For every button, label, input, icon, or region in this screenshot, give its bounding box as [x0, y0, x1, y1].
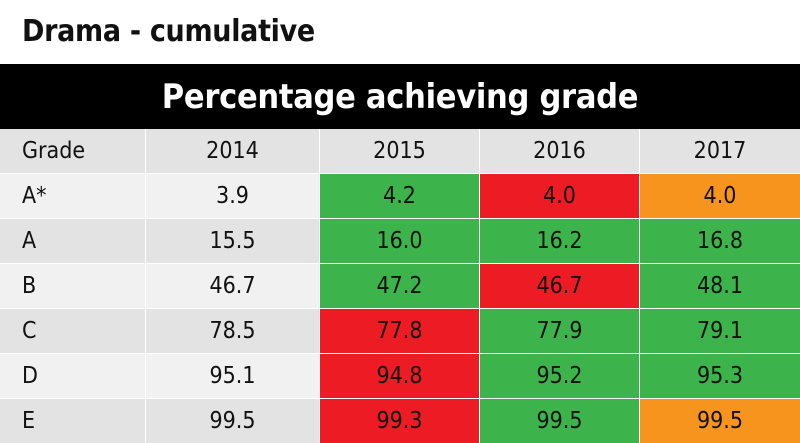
value-cell: 16.2: [480, 219, 640, 263]
value-cell: 46.7: [480, 264, 640, 308]
grade-label: A: [0, 219, 146, 263]
page-title: Drama - cumulative: [22, 14, 315, 49]
value-cell: 95.1: [146, 354, 320, 398]
value-cell: 4.0: [480, 174, 640, 218]
grade-label: E: [0, 399, 146, 443]
table-row: A* 3.9 4.2 4.0 4.0: [0, 174, 800, 219]
value-cell: 16.0: [320, 219, 480, 263]
header-2017: 2017: [640, 129, 800, 173]
value-cell: 47.2: [320, 264, 480, 308]
header-grade: Grade: [0, 129, 146, 173]
value-cell: 79.1: [640, 309, 800, 353]
value-cell: 77.9: [480, 309, 640, 353]
value-cell: 77.8: [320, 309, 480, 353]
table-row: D 95.1 94.8 95.2 95.3: [0, 354, 800, 399]
grade-label: C: [0, 309, 146, 353]
table-row: C 78.5 77.8 77.9 79.1: [0, 309, 800, 354]
header-2014: 2014: [146, 129, 320, 173]
grade-label: A*: [0, 174, 146, 218]
table-header-row: Grade 2014 2015 2016 2017: [0, 129, 800, 174]
table-row: B 46.7 47.2 46.7 48.1: [0, 264, 800, 309]
value-cell: 46.7: [146, 264, 320, 308]
grade-label: D: [0, 354, 146, 398]
header-2016: 2016: [480, 129, 640, 173]
value-cell: 99.3: [320, 399, 480, 443]
value-cell: 99.5: [480, 399, 640, 443]
header-2015: 2015: [320, 129, 480, 173]
value-cell: 95.3: [640, 354, 800, 398]
value-cell: 94.8: [320, 354, 480, 398]
value-cell: 95.2: [480, 354, 640, 398]
grade-label: B: [0, 264, 146, 308]
table-row: A 15.5 16.0 16.2 16.8: [0, 219, 800, 264]
value-cell: 3.9: [146, 174, 320, 218]
table-banner: Percentage achieving grade: [0, 64, 800, 129]
grade-table: Grade 2014 2015 2016 2017 A* 3.9 4.2 4.0…: [0, 129, 800, 443]
value-cell: 4.0: [640, 174, 800, 218]
value-cell: 16.8: [640, 219, 800, 263]
value-cell: 99.5: [146, 399, 320, 443]
value-cell: 78.5: [146, 309, 320, 353]
value-cell: 15.5: [146, 219, 320, 263]
value-cell: 48.1: [640, 264, 800, 308]
table-row: E 99.5 99.3 99.5 99.5: [0, 399, 800, 443]
value-cell: 4.2: [320, 174, 480, 218]
value-cell: 99.5: [640, 399, 800, 443]
